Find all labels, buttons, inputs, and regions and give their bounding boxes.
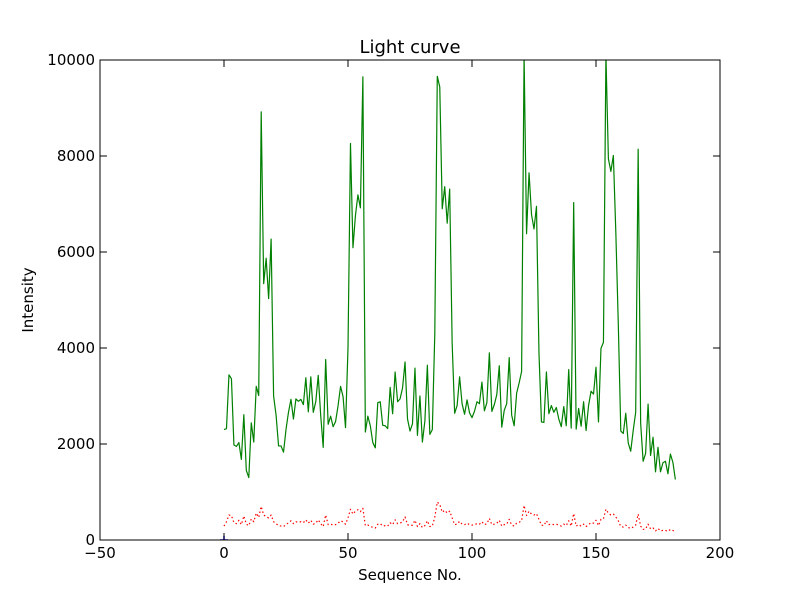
x-tick-label-100: 100 <box>458 544 487 562</box>
y-tick-label-10000: 10000 <box>47 51 95 69</box>
y-tick-label-2000: 2000 <box>57 435 95 453</box>
x-tick-label-150: 150 <box>582 544 611 562</box>
x-tick-label-200: 200 <box>706 544 735 562</box>
x-axis-label: Sequence No. <box>358 566 462 584</box>
y-axis-label: Intensity <box>19 267 37 332</box>
y-axis: 0 2000 4000 6000 8000 10000 <box>47 51 720 549</box>
y-tick-label-8000: 8000 <box>57 147 95 165</box>
chart-title: Light curve <box>359 37 460 58</box>
axes-frame <box>99 59 721 541</box>
x-tick-label--50: −50 <box>84 544 116 562</box>
x-axis: −50 0 50 100 150 200 <box>84 60 734 562</box>
x-tick-label-0: 0 <box>219 544 229 562</box>
y-tick-label-6000: 6000 <box>57 243 95 261</box>
y-tick-label-0: 0 <box>85 531 95 549</box>
series-line-2 <box>223 501 676 533</box>
x-tick-label-50: 50 <box>338 544 357 562</box>
y-tick-label-4000: 4000 <box>57 339 95 357</box>
series-line-1 <box>223 60 676 480</box>
